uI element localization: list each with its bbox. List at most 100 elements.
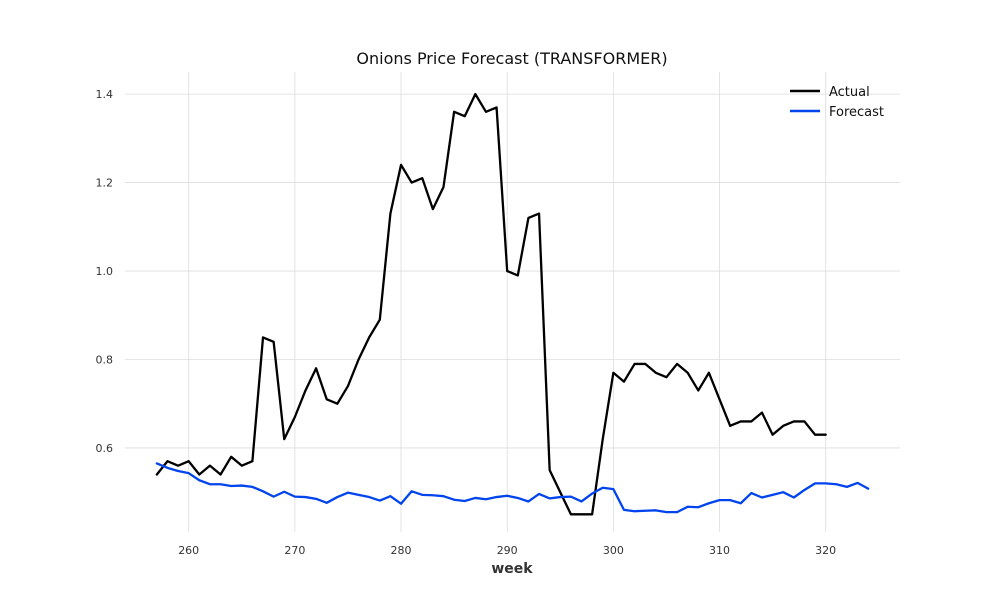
data-point-actual xyxy=(729,424,732,427)
data-point-forecast xyxy=(262,490,264,493)
data-point-forecast xyxy=(665,511,668,513)
data-point-forecast xyxy=(293,495,296,498)
data-point-forecast xyxy=(856,482,859,484)
data-point-actual xyxy=(654,371,657,374)
y-tick-label: 1.4 xyxy=(96,88,114,101)
legend: Actual Forecast xyxy=(790,85,884,120)
data-point-forecast xyxy=(325,501,328,504)
data-point-forecast xyxy=(166,466,169,469)
data-point-forecast xyxy=(400,502,402,505)
data-point-forecast xyxy=(474,497,477,499)
data-point-actual xyxy=(166,460,169,463)
data-point-forecast xyxy=(485,498,487,501)
data-point-forecast xyxy=(623,508,625,511)
data-point-forecast xyxy=(835,483,838,486)
data-point-actual xyxy=(739,420,742,423)
data-point-forecast xyxy=(516,497,519,499)
x-tick-label: 290 xyxy=(497,544,518,557)
data-point-actual xyxy=(336,402,339,405)
data-point-actual xyxy=(325,398,328,401)
y-tick-labels: 0.6 0.8 1.0 1.2 1.4 xyxy=(96,88,114,455)
data-point-actual xyxy=(718,398,721,401)
data-point-forecast xyxy=(708,502,710,505)
data-point-actual xyxy=(474,93,477,96)
series-forecast xyxy=(155,462,870,514)
data-point-actual xyxy=(506,270,509,272)
data-point-forecast xyxy=(792,496,795,499)
data-point-actual xyxy=(527,217,530,219)
data-point-actual xyxy=(421,177,424,180)
data-point-forecast xyxy=(453,498,456,501)
data-point-forecast xyxy=(389,495,392,498)
data-point-forecast xyxy=(209,483,211,486)
x-tick-label: 310 xyxy=(709,544,730,557)
data-point-actual xyxy=(209,464,211,467)
data-point-actual xyxy=(400,163,402,166)
data-point-actual xyxy=(389,212,392,215)
data-point-forecast xyxy=(686,505,689,508)
data-point-actual xyxy=(824,433,827,436)
data-point-actual xyxy=(442,186,445,188)
data-point-actual xyxy=(676,363,678,365)
data-point-forecast xyxy=(867,487,870,490)
data-point-forecast xyxy=(272,495,275,498)
data-point-forecast xyxy=(729,499,732,502)
chart-title: Onions Price Forecast (TRANSFORMER) xyxy=(356,49,667,68)
grid xyxy=(125,72,900,532)
data-point-actual xyxy=(453,110,456,113)
y-tick-label: 1.2 xyxy=(96,177,114,190)
data-point-forecast xyxy=(580,500,583,503)
data-point-forecast xyxy=(644,509,647,512)
data-point-actual xyxy=(283,438,286,441)
data-point-forecast xyxy=(548,497,551,500)
data-point-actual xyxy=(538,212,540,215)
data-point-forecast xyxy=(559,496,562,498)
data-point-actual xyxy=(697,389,700,392)
y-tick-label: 1.0 xyxy=(96,265,114,278)
data-point-forecast xyxy=(771,493,774,496)
data-point-forecast xyxy=(739,502,742,505)
x-tick-label: 260 xyxy=(178,544,199,557)
data-point-actual xyxy=(177,464,179,467)
data-point-actual xyxy=(463,115,466,118)
data-point-forecast xyxy=(431,494,434,497)
x-axis-label: week xyxy=(491,561,533,577)
data-point-actual xyxy=(633,363,636,365)
data-point-forecast xyxy=(495,496,498,498)
data-point-forecast xyxy=(347,491,349,494)
series-line-actual xyxy=(155,92,827,516)
data-point-actual xyxy=(782,424,785,427)
data-point-actual xyxy=(304,389,307,392)
data-point-forecast xyxy=(368,496,371,498)
data-point-actual xyxy=(187,460,190,463)
data-point-forecast xyxy=(283,490,286,493)
data-point-forecast xyxy=(315,497,317,500)
data-point-forecast xyxy=(697,506,700,509)
data-point-actual xyxy=(803,420,806,423)
data-point-actual xyxy=(516,274,519,277)
legend-label: Actual xyxy=(829,85,870,100)
data-point-forecast xyxy=(538,493,540,495)
data-point-forecast xyxy=(187,472,190,475)
data-point-forecast xyxy=(442,495,445,498)
legend-item: Actual xyxy=(790,85,870,100)
data-point-forecast xyxy=(846,485,848,488)
data-point-actual xyxy=(272,340,275,343)
data-point-actual xyxy=(708,371,710,374)
data-point-forecast xyxy=(569,495,572,498)
data-point-actual xyxy=(240,464,243,467)
data-point-forecast xyxy=(803,489,806,491)
data-point-forecast xyxy=(612,488,615,490)
series-line-forecast xyxy=(155,462,870,514)
data-point-actual xyxy=(761,411,763,414)
data-point-forecast xyxy=(198,479,201,482)
data-point-forecast xyxy=(782,491,785,494)
data-point-actual xyxy=(410,181,413,184)
data-point-forecast xyxy=(240,484,243,487)
data-point-actual xyxy=(495,106,498,109)
data-point-actual xyxy=(559,491,562,494)
data-point-actual xyxy=(814,433,816,436)
data-point-forecast xyxy=(750,492,753,494)
